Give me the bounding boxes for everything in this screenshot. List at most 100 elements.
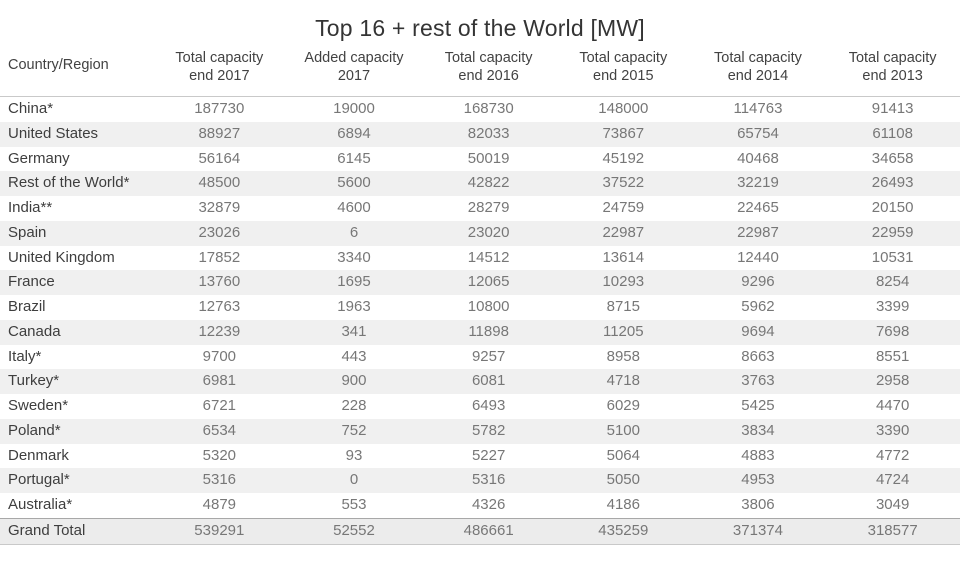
value-cell: 23026	[198, 223, 241, 241]
table-row: Germany 56164 6145 50019 45192 40468 34658	[0, 147, 960, 172]
table-row: Brazil 12763 1963 10800 8715 5962 3399	[0, 295, 960, 320]
country-cell: France	[8, 273, 55, 291]
value-cell: 2958	[875, 372, 910, 390]
value-cell: 22987	[737, 223, 779, 241]
value-cell: 6145	[337, 149, 371, 167]
value-cell: 187730	[194, 100, 245, 117]
header-row: Country/Region Total capacity end 2017 Add…	[0, 43, 960, 97]
value-cell: 5600	[337, 174, 371, 192]
value-cell: 10293	[602, 273, 645, 291]
value-cell: 8551	[875, 347, 910, 365]
value-cell: 28279	[467, 199, 510, 216]
column-header: Total capacity end 2014	[690, 43, 826, 97]
value-cell: 114763	[733, 100, 783, 117]
value-cell: 22987	[602, 223, 645, 241]
table-row: Rest of the World* 48500 5600 42822 37522 322…	[0, 171, 960, 196]
value-cell: 4724	[875, 471, 910, 489]
value-cell: 5425	[741, 397, 775, 414]
value-cell: 8254	[875, 273, 910, 291]
value-cell: 12065	[467, 273, 510, 291]
value-cell: 12763	[198, 298, 241, 315]
country-cell: Sweden*	[8, 397, 69, 414]
value-cell: 4953	[741, 471, 775, 489]
value-cell: 32879	[198, 199, 241, 216]
value-cell: 6721	[202, 397, 237, 414]
value-cell: 4186	[606, 496, 640, 513]
country-cell: Italy*	[8, 347, 42, 365]
chart-title: Top 16 + rest of the World [MW]	[315, 15, 645, 41]
value-cell: 4326	[471, 496, 506, 513]
grand-total-value: 318577	[825, 517, 960, 545]
value-cell: 11898	[468, 322, 509, 340]
column-header: Total capacity end 2015	[555, 43, 691, 97]
value-cell: 5962	[741, 298, 775, 315]
column-header: Added capacity 2017	[286, 43, 422, 97]
value-cell: 5320	[202, 446, 237, 464]
value-cell: 900	[341, 372, 367, 390]
table-row: Denmark 5320 93 5227 5064 4883 4772	[0, 444, 960, 469]
value-cell: 91413	[871, 100, 914, 117]
table-row: United States 88927 6894 82033 73867 65754 611…	[0, 121, 960, 147]
country-cell: Australia*	[8, 496, 73, 513]
value-cell: 3049	[875, 496, 910, 513]
value-cell: 8663	[741, 347, 775, 365]
value-cell: 1963	[337, 298, 371, 315]
value-cell: 17852	[198, 248, 241, 266]
value-cell: 4772	[875, 446, 910, 464]
value-cell: 8715	[606, 298, 640, 315]
value-cell: 752	[341, 421, 367, 439]
value-cell: 23020	[467, 223, 510, 241]
country-cell: United States	[8, 124, 99, 142]
table-row: Turkey* 6981 900 6081 4718 3763 2958	[0, 369, 960, 394]
value-cell: 48500	[198, 174, 241, 192]
table-row: India** 32879 4600 28279 24759 22465 20150	[0, 196, 960, 221]
value-cell: 4600	[337, 199, 371, 216]
value-cell: 61108	[872, 124, 913, 142]
country-cell: United Kingdom	[8, 248, 115, 266]
value-cell: 9296	[741, 273, 775, 291]
value-cell: 14512	[467, 248, 510, 266]
value-cell: 20150	[871, 199, 914, 216]
value-cell: 168730	[463, 100, 514, 117]
value-cell: 9694	[741, 322, 775, 340]
value-cell: 3834	[741, 421, 775, 439]
value-cell: 13760	[198, 273, 241, 291]
value-cell: 3340	[337, 248, 371, 266]
value-cell: 553	[341, 496, 367, 513]
value-cell: 5050	[606, 471, 640, 489]
column-header-country: Country/Region	[0, 43, 152, 97]
value-cell: 6894	[337, 124, 371, 142]
country-cell: Rest of the World*	[8, 174, 130, 192]
country-cell: Turkey*	[8, 372, 60, 390]
value-cell: 6981	[202, 372, 237, 390]
value-cell: 65754	[737, 124, 779, 142]
value-cell: 6029	[606, 397, 640, 414]
table-row: France 13760 1695 12065 10293 9296 8254	[0, 270, 960, 295]
grand-total-label: Grand Total	[0, 517, 152, 545]
value-cell: 45192	[602, 149, 645, 167]
value-cell: 40468	[737, 149, 779, 167]
value-cell: 11205	[602, 322, 644, 340]
value-cell: 10531	[871, 248, 914, 266]
value-cell: 5227	[471, 446, 506, 464]
value-cell: 26493	[871, 174, 914, 192]
value-cell: 3806	[741, 496, 775, 513]
table-row: Poland* 6534 752 5782 5100 3834 3390	[0, 418, 960, 444]
value-cell: 7698	[875, 322, 910, 340]
table-row: Sweden* 6721 228 6493 6029 5425 4470	[0, 394, 960, 419]
table-row: Spain 23026 6 23020 22987 22987 22959	[0, 220, 960, 246]
value-cell: 93	[345, 446, 363, 464]
country-cell: China*	[8, 100, 54, 117]
value-cell: 32219	[737, 174, 779, 192]
value-cell: 4470	[875, 397, 910, 414]
grand-total-value: 539291	[152, 517, 287, 545]
value-cell: 5100	[606, 421, 640, 439]
value-cell: 9700	[202, 347, 237, 365]
value-cell: 5316	[202, 471, 237, 489]
column-header: Total capacity end 2016	[421, 43, 556, 97]
value-cell: 4883	[741, 446, 775, 464]
column-header: Total capacity end 2013	[825, 43, 960, 97]
value-cell: 3399	[875, 298, 910, 315]
value-cell: 19000	[333, 100, 375, 117]
country-cell: Spain	[8, 223, 47, 241]
